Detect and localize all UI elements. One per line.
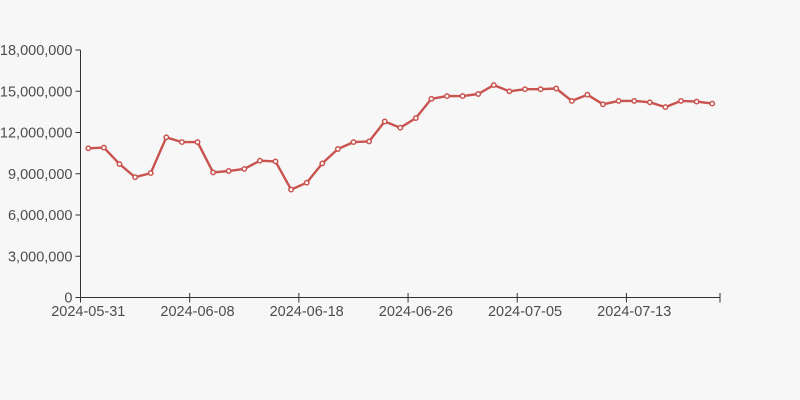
data-point-marker <box>288 186 295 193</box>
data-point-marker <box>459 93 466 100</box>
data-point-marker <box>366 138 373 145</box>
data-point-marker <box>490 82 497 89</box>
x-axis-tick-label: 2024-07-05 <box>488 304 562 320</box>
data-point-marker <box>350 139 357 146</box>
data-point-marker <box>319 160 326 167</box>
data-point-marker <box>210 169 217 176</box>
data-point-marker <box>693 98 700 105</box>
data-point-marker <box>475 91 482 97</box>
data-point-marker <box>397 124 404 131</box>
x-axis-tick-label: 2024-06-08 <box>160 304 234 320</box>
x-axis-tick-label: 2024-06-18 <box>270 304 344 320</box>
x-axis-tick-label: 2024-06-26 <box>379 304 453 320</box>
data-point-marker <box>194 139 201 146</box>
data-point-marker <box>132 174 139 181</box>
data-point-marker <box>444 93 450 100</box>
data-point-marker <box>85 145 92 152</box>
data-point-marker <box>522 86 528 93</box>
y-axis-tick-label: 9,000,000 <box>8 167 73 183</box>
data-point-marker <box>100 144 107 151</box>
data-point-marker <box>631 97 638 104</box>
data-point-marker <box>428 95 435 102</box>
data-point-marker <box>272 158 279 165</box>
data-point-marker <box>584 91 591 98</box>
data-point-marker <box>615 97 622 104</box>
y-axis-tick-label: 18,000,000 <box>0 43 73 59</box>
data-point-marker <box>568 97 575 104</box>
data-point-marker <box>256 157 263 164</box>
data-point-marker <box>241 165 248 172</box>
y-axis-tick-label: 3,000,000 <box>8 249 73 265</box>
data-point-marker <box>412 115 419 122</box>
data-point-marker <box>334 146 341 152</box>
data-point-marker <box>709 100 716 107</box>
y-axis-tick-label: 15,000,000 <box>0 84 73 100</box>
data-point-marker <box>381 118 388 125</box>
data-point-marker <box>163 134 170 141</box>
data-point-marker <box>646 99 653 106</box>
data-point-marker <box>662 104 669 111</box>
data-point-marker <box>147 170 154 177</box>
x-axis-tick-label: 2024-07-13 <box>597 304 671 320</box>
y-axis-tick-label: 0 <box>64 291 72 307</box>
data-point-marker <box>553 85 560 92</box>
data-point-marker <box>678 97 684 104</box>
x-axis-tick-label: 2024-05-31 <box>51 304 125 320</box>
data-point-marker <box>506 88 513 95</box>
data-point-marker <box>600 101 606 108</box>
data-point-marker <box>303 179 310 186</box>
data-point-marker <box>537 86 544 93</box>
data-point-marker <box>178 139 185 146</box>
y-axis-tick-label: 12,000,000 <box>0 126 73 142</box>
y-axis-tick-label: 6,000,000 <box>8 208 73 224</box>
data-point-marker <box>225 168 232 174</box>
data-point-marker <box>116 161 123 168</box>
